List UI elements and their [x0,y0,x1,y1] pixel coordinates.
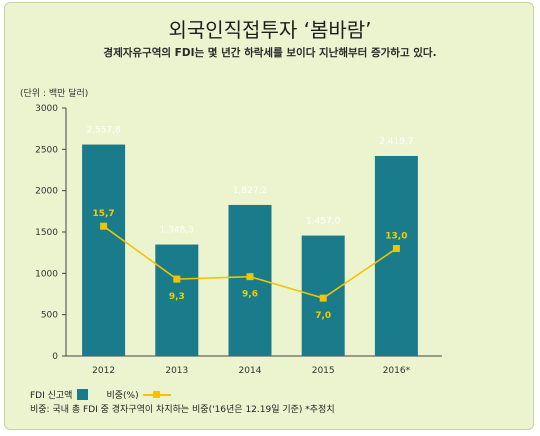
bar-value-label: 2,557,8 [86,126,121,136]
y-tick-label: 500 [41,311,58,321]
ratio-point [100,222,108,230]
ratio-value-label: 7,0 [315,311,331,321]
y-tick-label: 2500 [35,145,58,155]
bar-value-label: 1,457,0 [306,217,341,227]
bar-value-label: 1,827,2 [233,186,267,196]
bar [155,244,199,356]
chart-title: 외국인직접투자 ‘봄바람’ [168,18,372,42]
bar-value-label: 1,348,3 [160,226,194,236]
legend-line-swatch [142,389,171,400]
ratio-point [392,245,400,253]
chart-subtitle: 경제자유구역의 FDI는 몇 년간 하락세를 보이다 지난해부터 증가하고 있다… [103,47,437,59]
legend-bar-swatch [77,389,89,400]
bar [82,144,126,356]
x-tick-label: 2013 [165,366,188,376]
bar [374,155,418,356]
ratio-value-label: 9,6 [242,290,258,300]
legend-bar-label: FDI 신고액 [30,391,73,401]
x-tick-label: 2016* [383,366,411,376]
unit-label: (단위 : 백만 달러) [20,89,89,99]
footnote: 비중: 국내 총 FDI 중 경자구역이 차지하는 비중('16년은 12.19… [30,405,335,415]
ratio-point [319,294,327,302]
ratio-point [173,275,181,283]
y-tick-label: 1000 [35,269,58,279]
ratio-value-label: 15,7 [92,209,114,219]
ratio-point [246,273,254,281]
y-tick-label: 1500 [35,228,58,238]
y-tick-label: 2000 [35,187,58,197]
x-tick-label: 2015 [312,366,335,376]
y-tick-label: 3000 [35,104,58,114]
legend-line-label: 비중(%) [106,391,139,401]
bar-value-label: 2,419,7 [379,137,413,147]
x-tick-label: 2012 [92,366,115,376]
ratio-value-label: 13,0 [385,232,407,242]
y-tick-label: 0 [52,352,58,362]
x-tick-label: 2014 [239,366,262,376]
legend: FDI 신고액 비중(%) [30,388,171,401]
ratio-value-label: 9,3 [169,292,185,302]
